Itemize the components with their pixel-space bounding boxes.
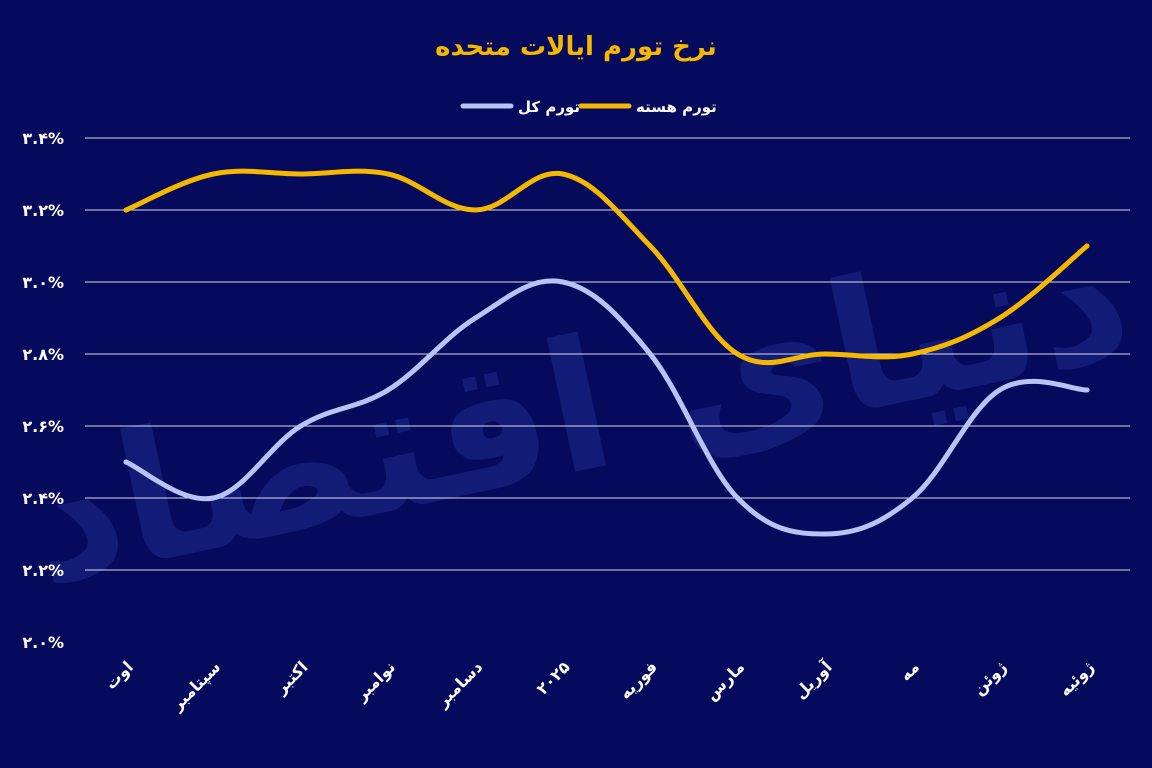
data-point <box>1084 243 1090 249</box>
data-point <box>210 495 216 501</box>
data-point <box>560 171 566 177</box>
y-tick-label: ۲.۲% <box>22 561 64 580</box>
legend: تورم هسته تورم کل <box>460 98 717 116</box>
data-point <box>210 171 216 177</box>
legend-label-core: تورم هسته <box>636 98 717 116</box>
data-point <box>997 387 1003 393</box>
data-point <box>298 171 304 177</box>
data-point <box>560 279 566 285</box>
data-point <box>385 171 391 177</box>
series-lines <box>123 168 1090 537</box>
legend-label-headline: تورم کل <box>518 98 580 116</box>
data-point <box>822 351 828 357</box>
chart-title: نرخ تورم ایالات متحده <box>435 32 717 62</box>
y-tick-label: ۲.۴% <box>22 489 64 508</box>
data-point <box>123 207 129 213</box>
y-axis-ticks: ۳.۴% ۳.۲% ۳.۰% ۲.۸% ۲.۶% ۲.۴% ۲.۲% ۲.۰% <box>22 129 64 652</box>
gridlines <box>85 137 1130 571</box>
data-point <box>735 495 741 501</box>
data-point <box>909 495 915 501</box>
series-line-headline <box>123 278 1090 537</box>
data-point <box>472 207 478 213</box>
data-point <box>298 423 304 429</box>
data-point <box>385 387 391 393</box>
y-tick-label: ۳.۰% <box>22 273 64 292</box>
data-point <box>647 351 653 357</box>
data-point <box>647 243 653 249</box>
y-tick-label: ۲.۰% <box>22 633 64 652</box>
legend-item-core: تورم هسته <box>578 98 717 116</box>
y-tick-label: ۲.۸% <box>22 345 64 364</box>
data-point <box>997 315 1003 321</box>
data-point <box>472 315 478 321</box>
y-tick-label: ۲.۶% <box>22 417 64 436</box>
data-point <box>1084 387 1090 393</box>
data-point <box>822 531 828 537</box>
data-point <box>909 351 915 357</box>
y-tick-label: ۳.۴% <box>22 129 64 148</box>
legend-item-headline: تورم کل <box>460 98 580 116</box>
data-point <box>123 459 129 465</box>
data-point <box>735 351 741 357</box>
y-tick-label: ۳.۲% <box>22 201 64 220</box>
